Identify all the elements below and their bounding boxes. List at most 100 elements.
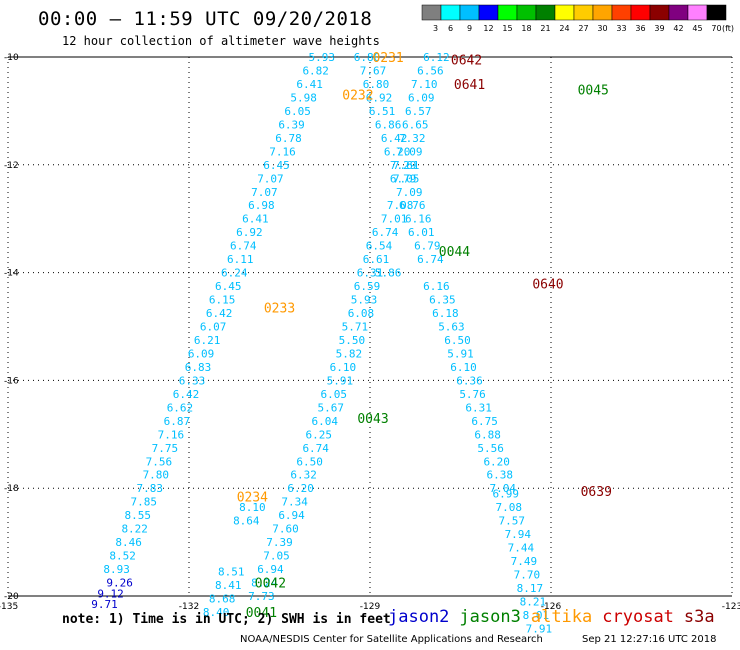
y-tick-label: -14	[4, 269, 19, 279]
swh-value-label: 7.83	[137, 482, 164, 495]
time-label: 0041	[246, 606, 277, 621]
colorbar-swatch	[497, 4, 518, 21]
swh-value-label: 7.34	[281, 496, 308, 509]
colorbar-swatch	[573, 4, 594, 21]
colorbar-tick: 3	[433, 24, 438, 33]
swh-value-label: 7.07	[251, 186, 278, 199]
swh-value-label: 8.22	[121, 523, 148, 536]
swh-value-label: 8.55	[124, 509, 151, 522]
swh-value-label: 6.10	[330, 361, 357, 374]
swh-value-label: 6.76	[399, 199, 426, 212]
legend-altika: altika	[530, 607, 593, 627]
swh-value-label: 6.50	[296, 455, 323, 468]
swh-value-label: 6.20	[384, 145, 411, 158]
swh-value-label: 6.83	[185, 361, 212, 374]
swh-value-label: 6.99	[493, 488, 520, 501]
swh-value-label: 6.10	[450, 361, 477, 374]
swh-value-label: 7.10	[411, 78, 438, 91]
swh-value-label: 6.20	[483, 455, 510, 468]
swh-value-label: 6.25	[305, 428, 332, 441]
colorbar-swatch	[421, 4, 442, 21]
swh-value-label: 6.38	[486, 469, 513, 482]
swh-value-label: 6.62	[167, 401, 194, 414]
swh-value-label: 6.36	[456, 374, 483, 387]
swh-value-label: 6.86	[375, 118, 402, 131]
colorbar-swatch	[592, 4, 613, 21]
credit-text: NOAA/NESDIS Center for Satellite Applica…	[240, 634, 543, 645]
page-title: 00:00 – 11:59 UTC 09/20/2018	[38, 8, 373, 30]
swh-value-label: 6.61	[363, 253, 390, 266]
swh-value-label: 6.74	[302, 442, 329, 455]
swh-value-label: 6.41	[296, 78, 323, 91]
swh-value-label: 6.05	[284, 105, 311, 118]
swh-value-label: 7.29	[390, 159, 417, 172]
colorbar-swatch	[687, 4, 708, 21]
legend-cryosat: cryosat	[602, 607, 674, 627]
swh-value-label: 7.73	[248, 590, 275, 603]
swh-value-label: 6.20	[287, 482, 314, 495]
time-label: 0232	[342, 89, 373, 104]
swh-value-label: 6.79	[390, 172, 417, 185]
swh-value-label: 6.50	[444, 334, 471, 347]
swh-value-label: 5.91	[327, 374, 354, 387]
swh-value-label: 7.56	[146, 455, 173, 468]
swh-value-label: 6.31	[357, 267, 384, 280]
legend-s3a: s3a	[683, 607, 715, 627]
swh-value-label: 9.71	[91, 598, 118, 611]
swh-value-label: 6.92	[236, 226, 263, 239]
swh-value-label: 6.92	[366, 91, 393, 104]
swh-value-label: 8.10	[239, 501, 266, 514]
swh-value-label: 6.12	[423, 51, 450, 64]
swh-value-label: 7.16	[269, 145, 296, 158]
x-tick-label: -126	[541, 602, 562, 612]
y-tick-label: -18	[4, 484, 19, 494]
colorbar-tick: 27	[578, 24, 588, 33]
swh-value-label: 8.01	[523, 609, 550, 622]
colorbar-tick: 24	[559, 24, 569, 33]
swh-value-label: 7.05	[393, 172, 420, 185]
swh-value-label: 6.94	[257, 563, 284, 576]
swh-value-label: 6.09	[408, 91, 435, 104]
swh-value-label: 6.18	[432, 307, 459, 320]
time-label: 0044	[439, 245, 470, 260]
colorbar-tick: 9	[467, 24, 472, 33]
swh-value-label: 6.98	[248, 199, 275, 212]
swh-value-label: 6.78	[275, 132, 302, 145]
swh-value-label: 8.46	[115, 536, 142, 549]
swh-value-label: 6.57	[405, 105, 432, 118]
swh-value-label: 7.05	[263, 550, 290, 563]
colorbar-swatch	[649, 4, 670, 21]
swh-value-label: 7.61	[393, 159, 420, 172]
swh-value-label: 8.51	[218, 566, 245, 579]
time-label: 0639	[581, 485, 612, 500]
x-tick-label: -129	[360, 602, 381, 612]
swh-value-label: 8.40	[203, 606, 230, 619]
colorbar-swatch	[478, 4, 499, 21]
swh-value-label: 6.11	[227, 253, 254, 266]
swh-value-label: 7.04	[489, 482, 516, 495]
swh-value-label: 7.94	[505, 528, 532, 541]
colorbar-tick: 42	[673, 24, 683, 33]
swh-value-label: 6.59	[354, 280, 381, 293]
legend-jason3: jason3	[459, 607, 521, 627]
swh-value-label: 6.74	[230, 240, 257, 253]
colorbar-tick: 15	[502, 24, 512, 33]
swh-value-label: 6.80	[354, 51, 381, 64]
y-tick-label: -20	[4, 592, 19, 602]
time-label: 0641	[454, 78, 485, 93]
swh-value-label: 7.16	[158, 428, 185, 441]
swh-value-label: 6.42	[381, 132, 408, 145]
swh-value-label: 5.86	[375, 267, 402, 280]
swh-value-label: 6.35	[429, 294, 456, 307]
swh-value-label: 6.88	[474, 428, 501, 441]
swh-value-label: 6.87	[164, 415, 191, 428]
colorbar-tick: 33	[616, 24, 626, 33]
time-label: 0642	[451, 54, 482, 69]
swh-value-label: 8.64	[233, 515, 260, 528]
swh-value-label: 6.16	[405, 213, 432, 226]
colorbar-swatch	[440, 4, 461, 21]
swh-value-label: 6.39	[278, 118, 305, 131]
swh-value-label: 6.42	[173, 388, 200, 401]
